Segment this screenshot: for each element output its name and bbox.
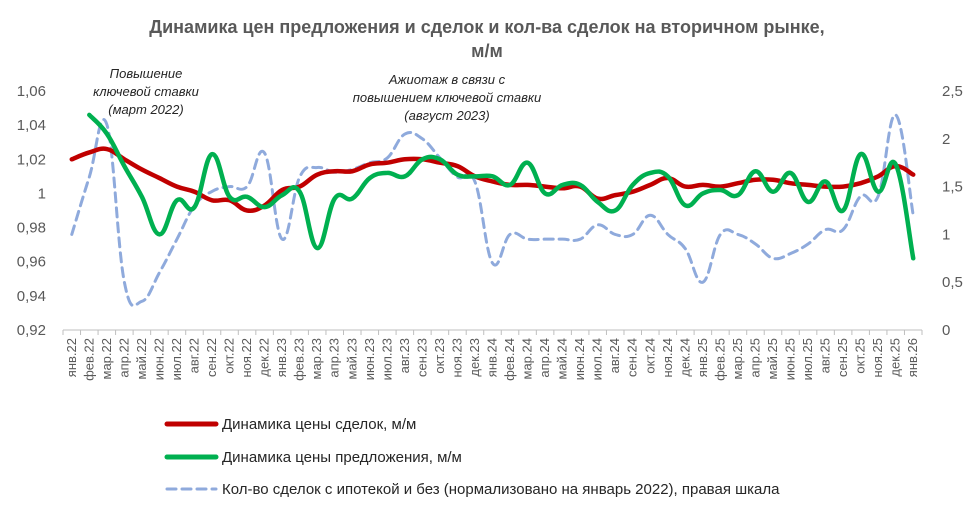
- left-axis-tick-label: 1: [38, 185, 46, 202]
- left-axis-tick-label: 0,98: [17, 220, 46, 237]
- x-axis-tick-label: фев.25: [712, 338, 727, 381]
- x-axis-tick-label: сен.23: [414, 338, 429, 377]
- annotation-line: Повышение: [110, 66, 183, 81]
- x-axis-tick-label: фев.23: [292, 338, 307, 381]
- x-axis-tick-label: дек.22: [257, 338, 272, 377]
- x-axis-tick-label: янв.26: [905, 338, 920, 377]
- x-axis-tick-label: апр.23: [327, 338, 342, 378]
- x-axis-tick-label: май.23: [344, 338, 359, 380]
- x-axis-tick-label: дек.24: [677, 338, 692, 377]
- series-line-deal-count: [70, 113, 915, 308]
- right-axis-tick-label: 1: [942, 226, 950, 243]
- annotation-line: (август 2023): [404, 108, 489, 123]
- x-axis-tick-label: окт.22: [222, 338, 237, 374]
- x-axis-tick-label: июл.22: [169, 338, 184, 380]
- legend-label-deal-count: Кол-во сделок с ипотекой и без (нормализ…: [222, 481, 780, 498]
- x-axis-tick-label: май.24: [555, 338, 570, 380]
- series-layer: [69, 112, 916, 308]
- annotation-key-rate-hike: Повышение ключевой ставки (март 2022): [93, 66, 199, 117]
- x-axis-tick-label: дек.23: [467, 338, 482, 377]
- x-axis-tick-label: янв.24: [485, 338, 500, 377]
- x-axis: янв.22 фев.22 мар.22 апр.22 май.22 июн.22 июл.…: [62, 329, 923, 381]
- x-axis-tick-label: ноя.24: [660, 338, 675, 378]
- x-axis-tick-label: июл.24: [590, 338, 605, 380]
- x-axis-tick-label: июн.24: [572, 338, 587, 380]
- x-axis-tick-label: янв.22: [64, 338, 79, 377]
- x-axis-tick-label: апр.24: [537, 338, 552, 378]
- x-axis-tick-label: ноя.22: [239, 338, 254, 378]
- left-axis-ticks: 0,92 0,94 0,96 0,98 1 1,02 1,04 1,06: [17, 83, 46, 339]
- chart-title-line1: Динамика цен предложения и сделок и кол-…: [149, 17, 824, 37]
- x-axis-tick-label: авг.24: [607, 338, 622, 373]
- x-axis-tick-label: ноя.25: [870, 338, 885, 378]
- legend-label-offer-price: Динамика цены предложения, м/м: [222, 449, 462, 466]
- series-line-offer-price: [87, 112, 916, 261]
- x-axis-tick-label: дек.25: [888, 338, 903, 377]
- x-axis-tick-label: окт.25: [853, 338, 868, 374]
- x-axis-tick-label: май.25: [765, 338, 780, 380]
- x-axis-tick-label: авг.25: [818, 338, 833, 373]
- x-axis-tick-label: июн.25: [783, 338, 798, 380]
- x-axis-tick-label: янв.25: [695, 338, 710, 377]
- left-axis-tick-label: 1,02: [17, 151, 46, 168]
- x-axis-tick-label: мар.24: [520, 338, 535, 379]
- x-axis-tick-label: окт.23: [432, 338, 447, 374]
- legend-label-deal-price: Динамика цены сделок, м/м: [222, 416, 416, 433]
- x-axis-tick-label: окт.24: [642, 338, 657, 374]
- x-axis-tick-label: сен.22: [204, 338, 219, 377]
- x-axis-tick-label: июл.25: [800, 338, 815, 380]
- annotation-line: (март 2022): [108, 102, 183, 117]
- x-axis-tick-label: апр.25: [747, 338, 762, 378]
- right-axis-tick-label: 0,5: [942, 274, 963, 291]
- x-axis-tick-label: июн.22: [151, 338, 166, 380]
- x-axis-tick-label: июл.23: [379, 338, 394, 380]
- x-axis-tick-label: фев.24: [502, 338, 517, 381]
- x-axis-tick-label: авг.23: [397, 338, 412, 373]
- x-axis-tick-label: сен.24: [625, 338, 640, 377]
- right-axis-tick-label: 0: [942, 322, 950, 339]
- right-axis-tick-label: 1,5: [942, 179, 963, 196]
- x-axis-tick-label: май.22: [134, 338, 149, 380]
- x-axis-tick-label: ноя.23: [449, 338, 464, 378]
- right-axis-ticks: 0 0,5 1 1,5 2 2,5: [942, 83, 963, 339]
- annotation-line: Ажиотаж в связи с: [388, 72, 506, 87]
- x-axis-tick-label: июн.23: [362, 338, 377, 380]
- x-axis-tick-label: апр.22: [116, 338, 131, 378]
- right-axis-tick-label: 2: [942, 131, 950, 148]
- x-axis-tick-label: мар.22: [99, 338, 114, 379]
- chart-title-line2: м/м: [471, 41, 503, 61]
- left-axis-tick-label: 1,06: [17, 83, 46, 100]
- annotation-line: ключевой ставки: [93, 84, 199, 99]
- annotation-line: повышением ключевой ставки: [353, 90, 542, 105]
- x-axis-tick-label: авг.22: [186, 338, 201, 373]
- x-axis-tick-label: янв.23: [274, 338, 289, 377]
- x-axis-tick-label: сен.25: [835, 338, 850, 377]
- left-axis-tick-label: 1,04: [17, 117, 46, 134]
- x-axis-tick-label: мар.25: [730, 338, 745, 379]
- legend: Динамика цены сделок, м/м Динамика цены …: [164, 416, 780, 498]
- right-axis-tick-label: 2,5: [942, 83, 963, 100]
- left-axis-tick-label: 0,94: [17, 288, 46, 305]
- x-axis-tick-label: фев.22: [81, 338, 96, 381]
- left-axis-tick-label: 0,96: [17, 254, 46, 271]
- left-axis-tick-label: 0,92: [17, 322, 46, 339]
- x-axis-tick-label: мар.23: [309, 338, 324, 379]
- series-line-deal-price: [69, 146, 916, 213]
- annotation-rush-demand: Ажиотаж в связи с повышением ключевой ст…: [353, 72, 542, 123]
